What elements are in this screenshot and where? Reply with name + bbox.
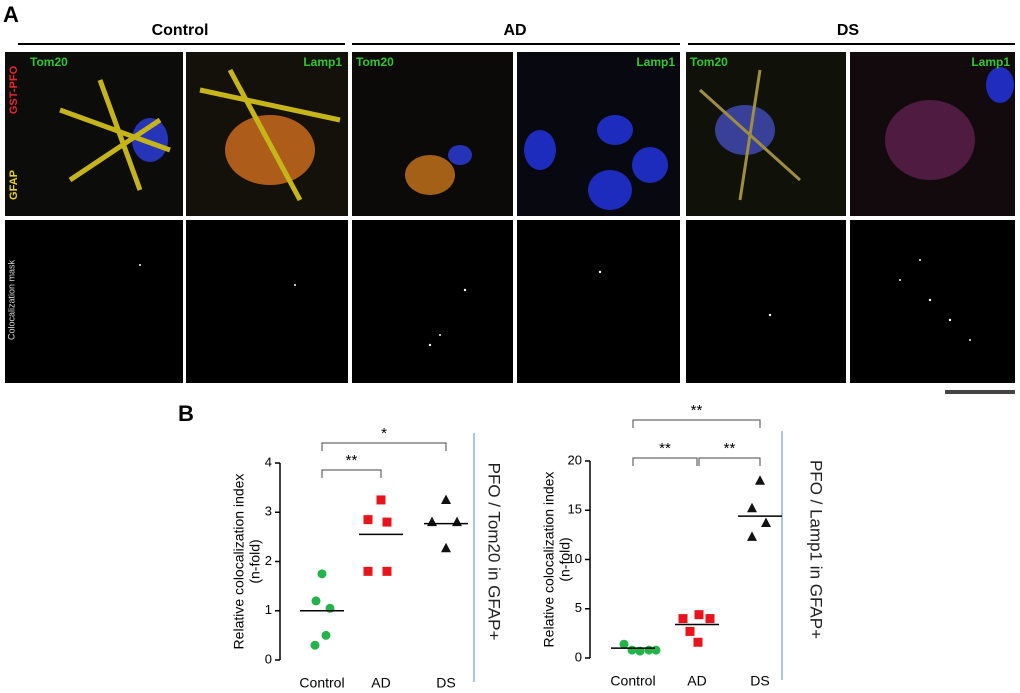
point bbox=[376, 495, 386, 505]
mask bbox=[186, 220, 348, 383]
significance-bracket bbox=[321, 469, 382, 478]
point bbox=[321, 630, 331, 640]
mask bbox=[686, 220, 846, 383]
y-tick-label: 4 bbox=[265, 454, 272, 469]
point bbox=[619, 639, 629, 649]
significance-bracket bbox=[632, 419, 761, 428]
point bbox=[427, 516, 437, 527]
point bbox=[627, 645, 637, 655]
point bbox=[441, 494, 451, 504]
point bbox=[678, 614, 688, 624]
point bbox=[382, 517, 392, 527]
point bbox=[382, 566, 392, 576]
x-tick-label: Control bbox=[299, 675, 344, 691]
channel-label: Tom20 bbox=[30, 55, 68, 69]
group-label: Control bbox=[152, 22, 209, 39]
point bbox=[705, 614, 715, 624]
significance-bracket bbox=[321, 442, 447, 451]
y-axis-label: (n-fold) bbox=[557, 537, 573, 581]
channel-label: Tom20 bbox=[690, 55, 728, 69]
mask-dots bbox=[139, 259, 971, 347]
side-label: PFO / Lamp1 in GFAP+ bbox=[807, 460, 826, 639]
significance-label: ** bbox=[691, 402, 703, 419]
panel-letter: B bbox=[178, 401, 194, 426]
point bbox=[317, 569, 327, 579]
y-tick-label: 0 bbox=[575, 649, 582, 664]
stain-label: GFAP bbox=[8, 170, 20, 200]
y-tick-label: 10 bbox=[568, 551, 582, 566]
mask bbox=[850, 220, 1015, 383]
point bbox=[311, 596, 321, 606]
point bbox=[694, 610, 704, 620]
y-tick-label: 2 bbox=[265, 553, 272, 568]
significance-label: * bbox=[381, 425, 387, 442]
significance-label: ** bbox=[724, 440, 736, 457]
point bbox=[441, 542, 451, 553]
point bbox=[363, 515, 373, 525]
significance-label: ** bbox=[346, 452, 358, 469]
mask bbox=[352, 220, 513, 383]
mask bbox=[5, 220, 183, 383]
point bbox=[755, 475, 765, 485]
point bbox=[310, 640, 320, 650]
group-label: AD bbox=[503, 22, 526, 39]
x-tick-label: AD bbox=[371, 675, 390, 691]
group-label: DS bbox=[837, 22, 860, 39]
significance-label: ** bbox=[659, 440, 671, 457]
x-tick-label: AD bbox=[687, 673, 706, 689]
stain-label: GST-PFO bbox=[8, 65, 20, 114]
x-tick-label: DS bbox=[750, 673, 769, 689]
mask bbox=[517, 220, 680, 383]
point bbox=[685, 626, 695, 636]
stain-blobs bbox=[59, 67, 1014, 210]
y-tick-label: 1 bbox=[265, 602, 272, 617]
mask-label: Colocalization mask bbox=[6, 259, 16, 340]
y-tick-label: 3 bbox=[265, 504, 272, 519]
point bbox=[452, 516, 462, 527]
x-tick-label: Control bbox=[610, 673, 655, 689]
channel-label: Lamp1 bbox=[303, 55, 342, 69]
y-axis-label: Relative colocalization index bbox=[541, 472, 557, 648]
channel-label: Lamp1 bbox=[971, 55, 1010, 69]
side-label: PFO / Tom20 in GFAP+ bbox=[485, 463, 504, 641]
channel-label: Tom20 bbox=[356, 55, 394, 69]
y-tick-label: 20 bbox=[568, 452, 582, 467]
y-tick-label: 15 bbox=[568, 502, 582, 517]
significance-bracket bbox=[698, 457, 761, 466]
point bbox=[693, 637, 703, 647]
scale-bar bbox=[945, 390, 1015, 394]
panel-letter: A bbox=[3, 2, 19, 27]
point bbox=[761, 517, 771, 528]
y-tick-label: 5 bbox=[575, 600, 582, 615]
significance-bracket bbox=[632, 457, 698, 466]
x-tick-label: DS bbox=[436, 675, 455, 691]
y-axis-label: (n-fold) bbox=[247, 539, 263, 583]
micrographs bbox=[5, 43, 1015, 394]
point bbox=[651, 645, 661, 655]
y-axis-label: Relative colocalization index bbox=[231, 474, 247, 650]
point bbox=[747, 502, 757, 513]
point bbox=[747, 531, 757, 541]
point bbox=[363, 566, 373, 576]
channel-label: Lamp1 bbox=[636, 55, 675, 69]
y-tick-label: 0 bbox=[265, 651, 272, 666]
